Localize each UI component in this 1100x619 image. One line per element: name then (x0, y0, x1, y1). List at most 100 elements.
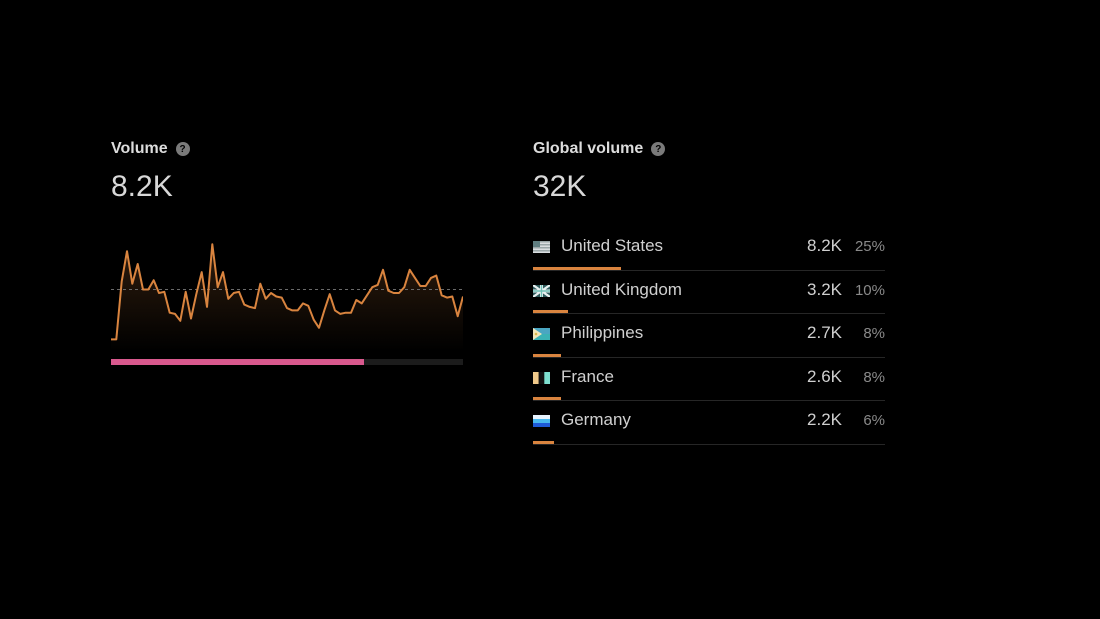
trend-point (398, 292, 401, 295)
trend-point (307, 304, 310, 307)
country-name: Germany (561, 410, 631, 430)
trend-point (115, 338, 118, 341)
trend-point (200, 271, 203, 274)
trend-line (111, 243, 463, 341)
trend-point (419, 285, 422, 288)
volume-label: Volume (111, 140, 168, 157)
trend-point (392, 292, 395, 295)
country-value: 2.2K (807, 410, 842, 430)
trend-point (158, 292, 161, 295)
trend-point (190, 317, 193, 320)
trend-point (211, 243, 214, 246)
country-row-philippines[interactable]: Philippines 2.7K 8% (533, 314, 885, 358)
global-volume-value: 32K (533, 170, 587, 203)
country-share-bar (533, 266, 621, 270)
trend-point (243, 303, 246, 306)
country-percent: 8% (863, 325, 885, 343)
ph-flag-icon (533, 328, 550, 341)
trend-point (424, 285, 427, 288)
trend-point (360, 302, 363, 305)
volume-panel: Volume ? 8.2K (111, 138, 463, 365)
trend-point (174, 312, 177, 315)
trend-point (382, 268, 385, 271)
volume-label-row: Volume ? (111, 138, 463, 160)
country-percent: 6% (863, 412, 885, 430)
trend-point (238, 290, 241, 293)
trend-point (179, 319, 182, 322)
trend-point (296, 309, 299, 312)
trend-point (195, 293, 198, 296)
help-icon[interactable]: ? (651, 142, 666, 156)
country-row-france[interactable]: France 2.6K 8% (533, 358, 885, 402)
trend-point (302, 302, 305, 305)
trend-point (227, 297, 230, 300)
uk-flag-icon (533, 284, 550, 297)
trend-point (222, 271, 225, 274)
trend-point (339, 312, 342, 315)
trend-point (168, 311, 171, 314)
trend-point (248, 305, 251, 308)
country-row-united-kingdom[interactable]: United Kingdom 3.2K 10% (533, 271, 885, 315)
global-volume-label: Global volume (533, 140, 644, 157)
trend-point (163, 290, 166, 293)
volume-trend-chart (111, 243, 463, 351)
volume-progress-fill (111, 359, 365, 365)
trend-point (152, 279, 155, 282)
country-value: 2.6K (807, 366, 842, 386)
trend-point (131, 282, 134, 285)
trend-point (206, 305, 209, 308)
volume-progress-track (111, 359, 463, 365)
global-volume-panel: Global volume ? 32K United States 8.2K 2… (533, 138, 885, 445)
trend-point (286, 307, 289, 310)
trend-point (275, 295, 278, 298)
country-row-united-states[interactable]: United States 8.2K 25% (533, 227, 885, 271)
country-list: United States 8.2K 25% United Kingdom 3.… (533, 227, 885, 445)
trend-area (111, 244, 463, 351)
trend-point (184, 290, 187, 293)
trend-point (264, 297, 267, 300)
country-name: France (561, 366, 614, 386)
trend-point (350, 311, 353, 314)
trend-point (232, 292, 235, 295)
us-flag-icon (533, 241, 550, 253)
trend-point (366, 294, 369, 297)
country-percent: 25% (854, 238, 885, 255)
country-name: United Kingdom (561, 279, 682, 299)
trend-point (291, 309, 294, 312)
help-icon[interactable]: ? (175, 142, 190, 156)
trend-point (440, 294, 443, 297)
country-value: 2.7K (807, 323, 842, 343)
de-flag-icon (533, 415, 550, 428)
trend-point (430, 276, 433, 279)
trend-point (403, 286, 406, 289)
volume-value: 8.2K (111, 170, 173, 203)
trend-point (408, 268, 411, 271)
country-row-germany[interactable]: Germany 2.2K 6% (533, 401, 885, 445)
trend-point (376, 283, 379, 286)
country-value: 8.2K (807, 236, 842, 255)
trend-point (259, 282, 262, 285)
country-value: 3.2K (807, 279, 842, 299)
trend-point (318, 326, 321, 329)
country-share-bar (533, 397, 562, 401)
country-share-bar (533, 310, 569, 314)
trend-point (254, 307, 257, 310)
country-name: Philippines (561, 323, 644, 343)
country-name: United States (561, 236, 664, 255)
trend-point (120, 280, 123, 283)
trend-point (323, 309, 326, 312)
trend-point (435, 274, 438, 277)
trend-point (142, 288, 145, 291)
trend-point (414, 276, 417, 279)
trend-point (451, 295, 454, 298)
trend-point (136, 263, 139, 266)
trend-point (126, 250, 129, 253)
trend-point (312, 318, 315, 321)
trend-point (334, 309, 337, 312)
trend-point (446, 296, 449, 299)
trend-point (328, 293, 331, 296)
trend-point (270, 292, 273, 295)
trend-point (355, 298, 358, 301)
trend-point (216, 286, 219, 289)
country-share-bar (533, 353, 562, 357)
